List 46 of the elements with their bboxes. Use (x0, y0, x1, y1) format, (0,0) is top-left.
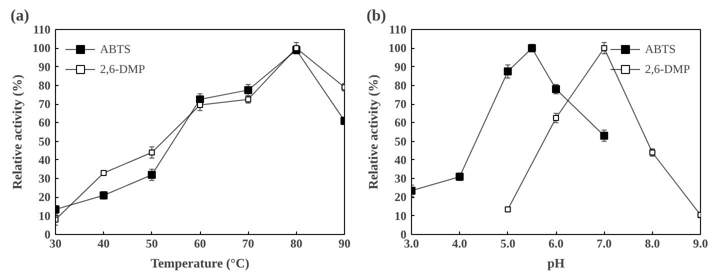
y-tick-label: 80 (394, 78, 406, 92)
y-tick-label: 30 (394, 172, 406, 186)
legend-label: ABTS (644, 42, 676, 56)
y-tick-label: 90 (38, 60, 50, 74)
y-tick-label: 40 (394, 152, 406, 167)
y-tick-label: 70 (38, 97, 50, 112)
x-tick-label: 40 (98, 236, 110, 250)
chart-title: (a) (10, 8, 30, 24)
y-tick-label: 70 (394, 97, 406, 112)
x-tick-label: 50 (146, 236, 158, 250)
y-tick-label: 30 (38, 172, 50, 186)
y-axis-title: Relative activity (%) (10, 74, 24, 190)
y-tick-label: 80 (38, 78, 50, 92)
y-tick-label: 50 (394, 134, 406, 148)
legend-label: ABTS (100, 42, 131, 56)
x-tick-label: 90 (338, 236, 350, 250)
x-axis-title: Temperature (°C) (150, 256, 250, 270)
y-tick-label: 20 (38, 190, 50, 204)
x-tick-label: 5.0 (500, 236, 516, 250)
x-tick-label: 9.0 (693, 236, 708, 250)
x-tick-label: 6.0 (548, 236, 564, 250)
chart-title: (b) (366, 8, 386, 24)
y-tick-label: 40 (38, 152, 50, 167)
y-tick-label: 0 (44, 228, 50, 242)
x-tick-label: 70 (242, 236, 254, 250)
x-tick-label: 80 (290, 236, 302, 250)
y-tick-label: 90 (394, 60, 406, 74)
y-tick-label: 110 (389, 22, 407, 36)
legend-label: 2,6-DMP (644, 62, 690, 76)
x-tick-label: 7.0 (596, 236, 612, 250)
y-tick-label: 110 (33, 22, 51, 36)
x-tick-label: 60 (194, 236, 206, 250)
y-axis-title: Relative activity (%) (366, 74, 380, 190)
x-tick-label: 4.0 (452, 236, 468, 250)
y-tick-label: 60 (38, 116, 50, 130)
y-tick-label: 100 (388, 41, 406, 56)
y-tick-label: 60 (394, 116, 406, 130)
x-axis-title: pH (547, 256, 565, 270)
y-tick-label: 10 (38, 208, 50, 223)
x-tick-label: 8.0 (644, 236, 660, 250)
y-tick-label: 100 (32, 41, 50, 56)
legend-label: 2,6-DMP (100, 62, 146, 76)
y-tick-label: 10 (394, 208, 406, 223)
y-tick-label: 50 (38, 134, 50, 148)
x-tick-label: 30 (50, 236, 62, 250)
y-tick-label: 20 (394, 190, 406, 204)
